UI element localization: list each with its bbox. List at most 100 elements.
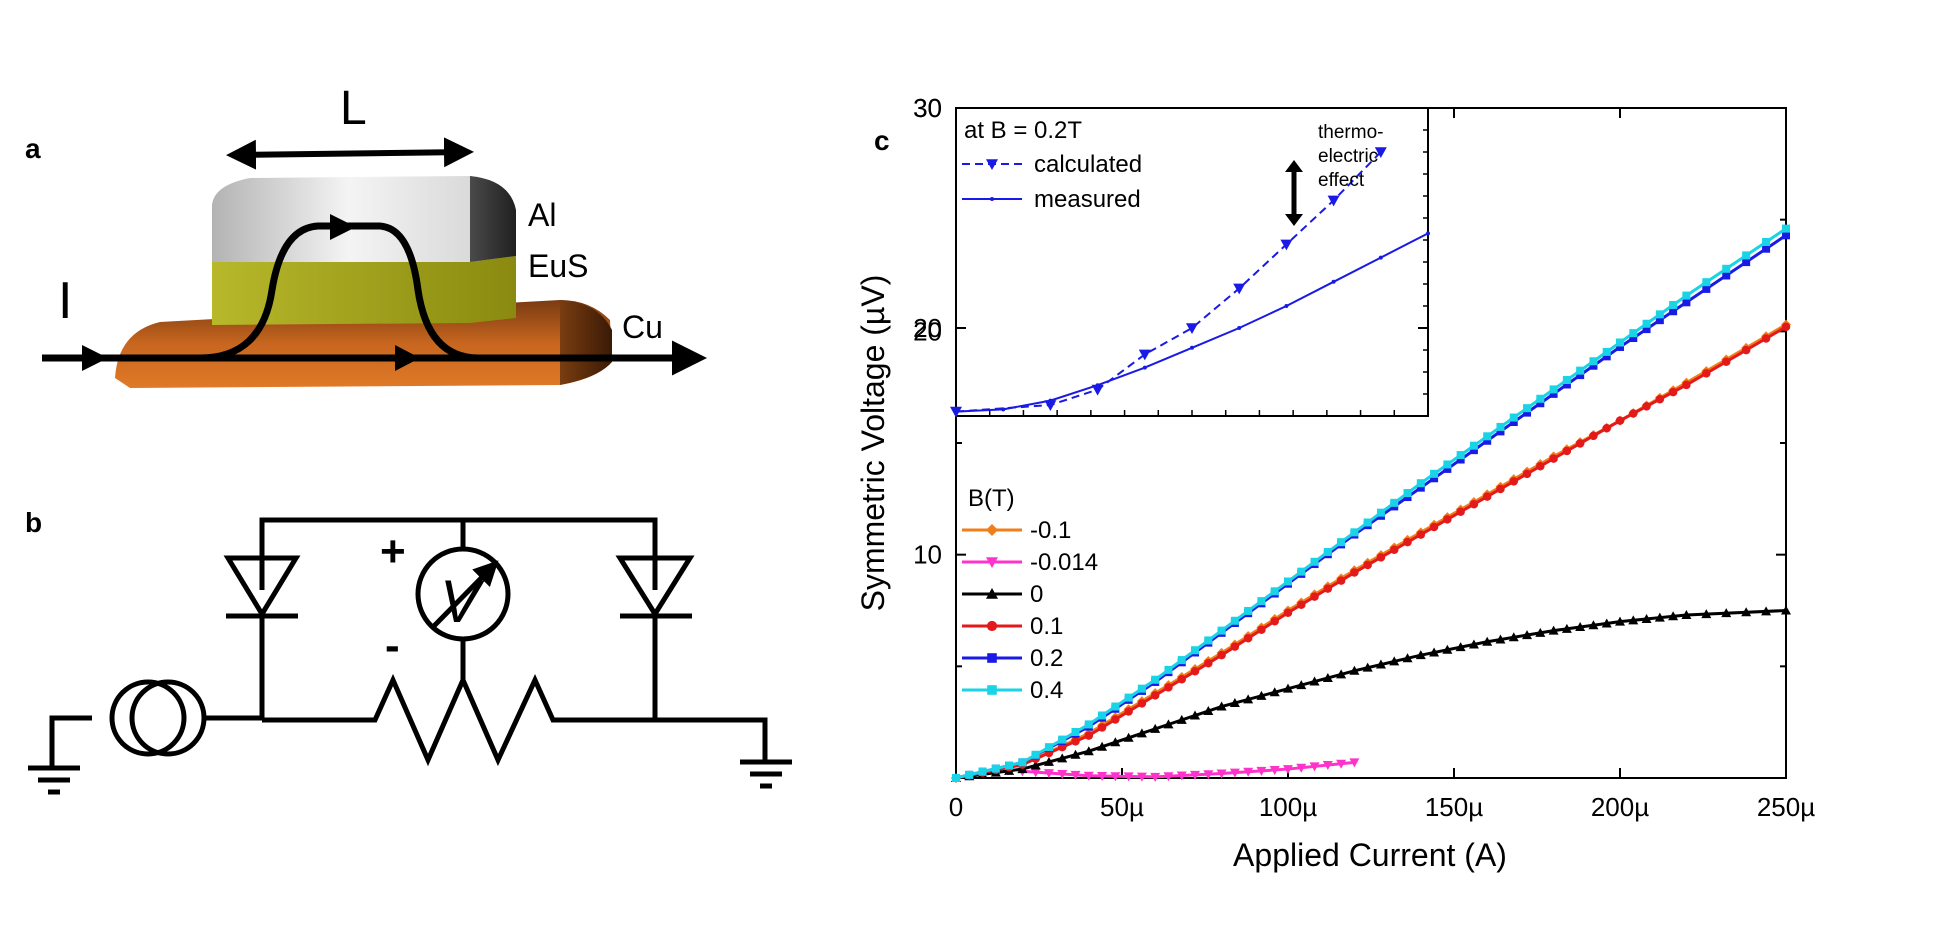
data-point xyxy=(1269,687,1280,697)
data-point xyxy=(1150,723,1161,733)
data-point xyxy=(1389,545,1399,555)
inset-data-point xyxy=(1233,283,1246,295)
data-point xyxy=(1296,763,1307,773)
inset-legend-label: calculated xyxy=(1034,151,1142,178)
panel-label-a: a xyxy=(25,133,41,164)
data-point xyxy=(1229,768,1240,778)
data-point xyxy=(1562,380,1571,389)
data-point xyxy=(1722,271,1731,280)
inset-frame xyxy=(955,107,1429,417)
data-point xyxy=(1781,605,1791,615)
data-point xyxy=(1601,618,1612,628)
data-point xyxy=(1296,680,1307,690)
data-point xyxy=(1176,771,1187,781)
panel-b: b V + - xyxy=(25,507,792,795)
layer-label-cu: Cu xyxy=(622,309,663,345)
data-point xyxy=(1336,576,1346,585)
data-point xyxy=(1097,771,1108,781)
inset-data-point xyxy=(1280,239,1293,251)
data-point xyxy=(1701,609,1712,619)
inset-data-point xyxy=(1237,326,1242,330)
data-point xyxy=(978,767,987,776)
data-point xyxy=(1429,647,1440,657)
data-point xyxy=(1615,416,1625,425)
length-arrow xyxy=(226,137,474,170)
data-point xyxy=(965,770,974,779)
data-point xyxy=(1151,675,1160,684)
data-point xyxy=(1058,735,1067,744)
data-point xyxy=(1270,587,1279,596)
inset-legend-marker xyxy=(986,159,998,170)
data-point xyxy=(1257,625,1266,634)
x-tick-label: 0 xyxy=(949,792,963,822)
data-point xyxy=(1057,742,1067,752)
diode-left xyxy=(223,555,301,619)
data-point xyxy=(1084,731,1094,740)
y-tick-label: 10 xyxy=(913,540,942,570)
data-point xyxy=(1137,684,1146,693)
inset-data-point xyxy=(1138,349,1151,361)
data-point xyxy=(1110,737,1121,747)
data-point xyxy=(1243,694,1254,704)
data-point xyxy=(1655,310,1664,319)
data-point xyxy=(1782,231,1790,240)
data-point xyxy=(1203,770,1214,780)
current-arrowhead-in xyxy=(82,345,108,371)
data-point xyxy=(1548,625,1559,635)
data-point xyxy=(1389,656,1400,666)
x-tick-label: 150µ xyxy=(1425,792,1483,822)
data-point xyxy=(1256,690,1267,700)
data-point xyxy=(1097,723,1107,732)
data-point xyxy=(1257,597,1266,606)
data-point xyxy=(1043,769,1054,779)
data-point xyxy=(1562,376,1571,385)
data-point xyxy=(1702,284,1711,293)
data-point xyxy=(1561,623,1572,633)
data-point xyxy=(1136,772,1147,782)
data-point xyxy=(1549,385,1558,394)
data-point xyxy=(1176,714,1187,724)
minus-sign: - xyxy=(385,621,400,670)
current-source-icon xyxy=(109,679,187,757)
data-point xyxy=(1522,630,1533,640)
data-point xyxy=(1669,300,1678,309)
data-point xyxy=(1070,749,1081,759)
data-point xyxy=(1722,264,1731,273)
data-point xyxy=(1309,676,1320,686)
data-point xyxy=(1549,454,1558,463)
inset-data-point xyxy=(1048,398,1053,403)
length-label: L xyxy=(340,82,367,135)
data-point xyxy=(1741,345,1751,355)
data-point xyxy=(1496,484,1505,494)
panel-a: a L I Al EuS Cu xyxy=(25,82,707,388)
data-point xyxy=(1615,616,1625,626)
inset-data-point xyxy=(1001,407,1006,412)
data-point xyxy=(1098,711,1107,720)
data-point xyxy=(1375,659,1386,669)
data-point xyxy=(1741,607,1752,617)
data-point xyxy=(1123,772,1134,782)
panel-c: c 0 50µ 100µ 150µ 200µ 250µ 10 20 30 B(T) -0.1 -0.… xyxy=(855,93,1815,873)
data-point xyxy=(1416,530,1426,539)
data-point xyxy=(1629,334,1638,343)
data-point xyxy=(1616,342,1624,351)
data-point xyxy=(1508,632,1519,642)
data-point xyxy=(1084,720,1093,729)
y-axis-title: Symmetric Voltage (µV) xyxy=(855,275,891,612)
data-point xyxy=(1270,616,1279,626)
inset-annotation: thermo-electric effect xyxy=(1318,122,1383,191)
data-point xyxy=(1616,338,1624,347)
data-point xyxy=(1782,224,1790,233)
data-point xyxy=(1482,636,1493,646)
data-point xyxy=(1549,389,1558,398)
data-point xyxy=(1781,322,1791,332)
data-point xyxy=(1442,644,1453,654)
data-point xyxy=(1509,477,1519,486)
data-point xyxy=(1443,460,1452,469)
data-point xyxy=(1576,366,1585,375)
data-point xyxy=(1177,675,1187,684)
x-tick-label: 100µ xyxy=(1259,792,1317,822)
data-point xyxy=(1216,769,1227,779)
data-point xyxy=(1071,727,1080,736)
